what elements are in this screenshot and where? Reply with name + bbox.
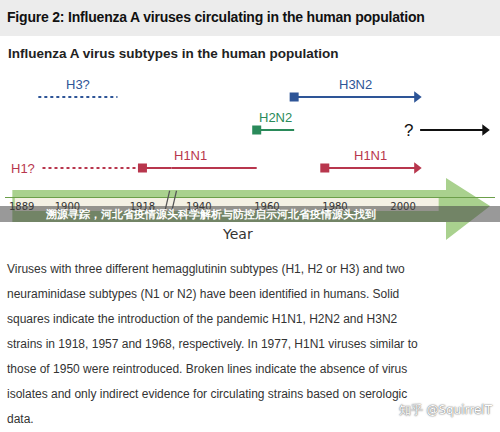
- svg-text:H1N1: H1N1: [354, 148, 387, 163]
- svg-text:H3?: H3?: [66, 77, 90, 92]
- svg-text:Year: Year: [222, 226, 253, 242]
- svg-text:?: ?: [404, 121, 413, 140]
- svg-text:H3N2: H3N2: [339, 77, 372, 92]
- html-text:Influenza A virus subtypes in: Influenza A virus subtypes in the human …: [8, 46, 339, 61]
- html-text:strains in 1918, 1957 and 1968: strains in 1918, 1957 and 1968, respecti…: [7, 337, 418, 351]
- html-text:squares indicate the introduct: squares indicate the introduction of the…: [7, 312, 398, 326]
- html-text:neuraminidase subtypes (N1 or: neuraminidase subtypes (N1 or N2) have b…: [7, 287, 400, 301]
- html-text:data.: data.: [7, 412, 34, 426]
- svg-text:H2N2: H2N2: [259, 110, 292, 125]
- html-text:Viruses with three different h: Viruses with three different hemagglutin…: [7, 262, 405, 276]
- html-text:溯源寻踪，河北省疫情源头科学解析与防控启示河北省疫情源头找到: 溯源寻踪，河北省疫情源头科学解析与防控启示河北省疫情源头找到: [46, 208, 376, 221]
- html-text:those of 1950 were reintroduce: those of 1950 were reintroduced. Broken …: [7, 362, 408, 376]
- svg-text:H1?: H1?: [11, 161, 35, 176]
- html-text:Figure 2: Influenza A viruses: Figure 2: Influenza A viruses circulatin…: [7, 9, 425, 25]
- html-text:isolates and only indirect evi: isolates and only indirect evidence for …: [7, 387, 408, 401]
- html-text:知乎 @SquirrelT: 知乎 @SquirrelT: [398, 403, 492, 417]
- svg-text:H1N1: H1N1: [174, 148, 207, 163]
